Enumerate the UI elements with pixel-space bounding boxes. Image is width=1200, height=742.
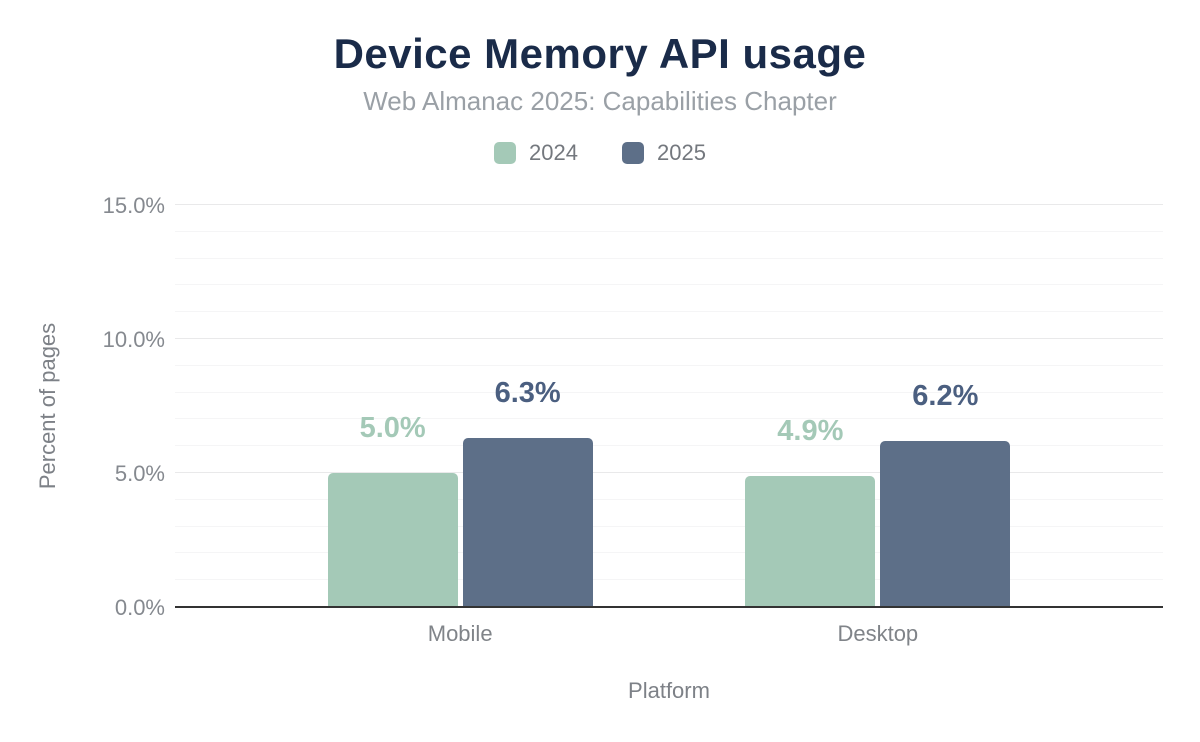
category-label-desktop: Desktop bbox=[837, 621, 919, 646]
minor-gridline bbox=[175, 418, 1163, 420]
minor-gridline bbox=[175, 311, 1163, 313]
legend-label: 2024 bbox=[529, 140, 578, 165]
x-axis-title: Platform bbox=[628, 678, 710, 703]
minor-gridline bbox=[175, 391, 1163, 393]
minor-gridline bbox=[175, 230, 1163, 232]
bar-2025-mobile: 6.3% bbox=[462, 377, 593, 607]
y-tick-label: 0.0% bbox=[114, 595, 165, 620]
chart-legend: 2024 2025 bbox=[0, 140, 1200, 166]
major-gridline bbox=[175, 472, 1163, 473]
legend-swatch-2024 bbox=[494, 142, 517, 164]
minor-gridline bbox=[175, 579, 1163, 581]
chart-title: Device Memory API usage bbox=[333, 30, 867, 77]
minor-gridline bbox=[175, 284, 1163, 286]
bar-2024-mobile: 5.0% bbox=[327, 412, 458, 607]
minor-gridline bbox=[175, 445, 1163, 447]
x-axis-line bbox=[175, 606, 1163, 608]
chart-subtitle: Web Almanac 2025: Capabilities Chapter bbox=[363, 86, 837, 116]
y-tick-label: 10.0% bbox=[102, 327, 165, 352]
bar-2024-desktop: 4.9% bbox=[745, 415, 876, 607]
minor-gridline bbox=[175, 552, 1163, 554]
y-tick-label: 15.0% bbox=[102, 193, 165, 218]
bars-layer: 5.0% 6.3% Mobile 4.9% 6.2% Desktop bbox=[175, 205, 1163, 646]
minor-gridline bbox=[175, 498, 1163, 500]
legend-item-2025: 2025 bbox=[622, 140, 706, 166]
legend-swatch-2025 bbox=[622, 142, 644, 164]
major-gridline bbox=[175, 204, 1163, 205]
minor-gridline bbox=[175, 364, 1163, 366]
bar-2025-desktop: 6.2% bbox=[880, 380, 1011, 607]
category-label-mobile: Mobile bbox=[427, 621, 493, 646]
bar-value-label-2025-mobile: 6.3% bbox=[494, 377, 561, 410]
y-tick-label: 5.0% bbox=[114, 461, 165, 486]
minor-gridline bbox=[175, 525, 1163, 527]
bar-value-label-2024-mobile: 5.0% bbox=[359, 412, 426, 444]
minor-gridline bbox=[175, 257, 1163, 259]
bar-group-mobile: 5.0% 6.3% Mobile bbox=[327, 377, 593, 646]
major-gridline bbox=[175, 338, 1163, 339]
legend-item-2024: 2024 bbox=[494, 140, 578, 166]
bar-value-label-2025-desktop: 6.2% bbox=[912, 379, 979, 412]
plot-area: 5.0% 6.3% Mobile 4.9% 6.2% Desktop bbox=[175, 204, 1163, 646]
legend-label: 2025 bbox=[657, 140, 706, 165]
bar-value-label-2024-desktop: 4.9% bbox=[777, 414, 844, 447]
bar-group-desktop: 4.9% 6.2% Desktop bbox=[745, 380, 1011, 646]
